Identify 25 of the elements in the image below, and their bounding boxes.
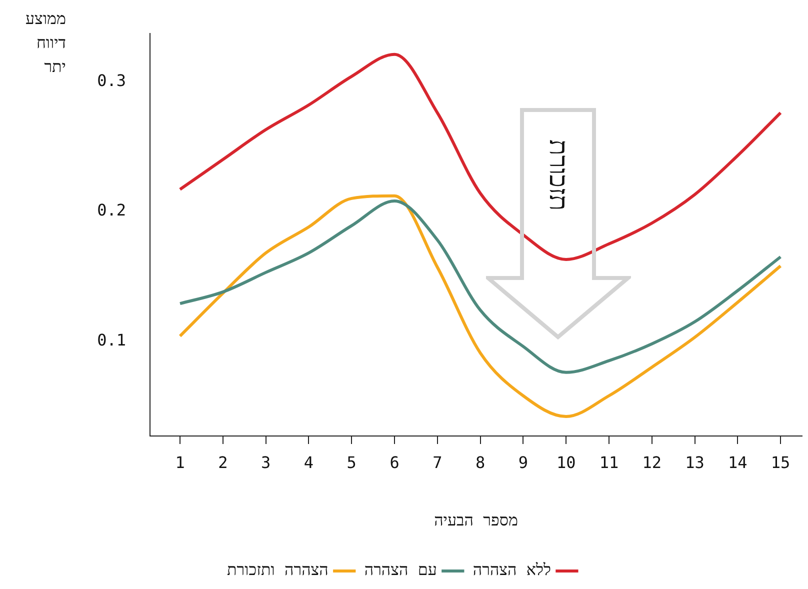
y-tick-label: 0.1 bbox=[97, 330, 126, 350]
y-tick-label: 0.3 bbox=[97, 70, 126, 90]
y-axis-title: ממוצע דיווח יתר bbox=[26, 9, 66, 76]
x-tick-label: 11 bbox=[599, 452, 619, 472]
x-tick-label: 1 bbox=[175, 452, 185, 472]
x-tick-label: 2 bbox=[218, 452, 228, 472]
x-tick-label: 3 bbox=[260, 452, 271, 472]
legend-label: ללא הצהרה bbox=[472, 560, 551, 580]
x-tick-label: 5 bbox=[346, 452, 356, 472]
line-series bbox=[178, 52, 782, 261]
legend-label: עם הצהרה bbox=[364, 560, 437, 580]
x-tick-label: 8 bbox=[475, 452, 486, 472]
x-tick-label: 15 bbox=[770, 452, 790, 472]
x-tick-label: 9 bbox=[518, 452, 528, 472]
annotation: תזכורת bbox=[543, 139, 573, 211]
y-tick-label: 0.2 bbox=[97, 200, 126, 220]
x-tick-label: 4 bbox=[304, 452, 314, 472]
x-tick-label: 14 bbox=[728, 452, 748, 472]
x-tick-label: 10 bbox=[556, 452, 576, 472]
x-axis-title: מספר הבעיה bbox=[434, 510, 518, 530]
x-tick-label: 12 bbox=[642, 452, 662, 472]
x-tick-label: 13 bbox=[685, 452, 704, 472]
x-tick-label: 7 bbox=[432, 452, 442, 472]
x-tick-label: 6 bbox=[390, 452, 400, 472]
legend-label: הצהרה ותזכורת bbox=[227, 560, 328, 580]
